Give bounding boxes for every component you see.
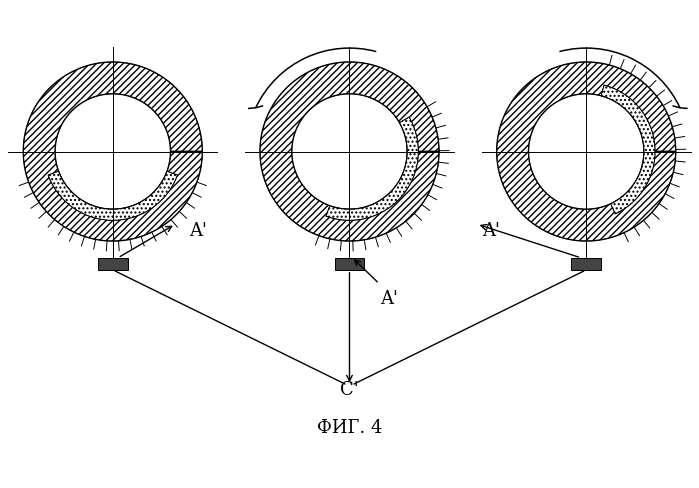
Polygon shape [497, 62, 676, 241]
Polygon shape [48, 171, 178, 220]
Polygon shape [260, 62, 439, 241]
FancyBboxPatch shape [335, 258, 364, 270]
FancyBboxPatch shape [571, 258, 601, 270]
Text: A': A' [482, 222, 500, 240]
Polygon shape [23, 62, 202, 241]
Text: A': A' [380, 290, 398, 308]
FancyBboxPatch shape [98, 258, 128, 270]
Text: A': A' [189, 222, 208, 240]
Polygon shape [326, 117, 418, 220]
Polygon shape [601, 85, 655, 214]
Text: C': C' [340, 381, 359, 399]
Text: ФИГ. 4: ФИГ. 4 [317, 419, 382, 437]
